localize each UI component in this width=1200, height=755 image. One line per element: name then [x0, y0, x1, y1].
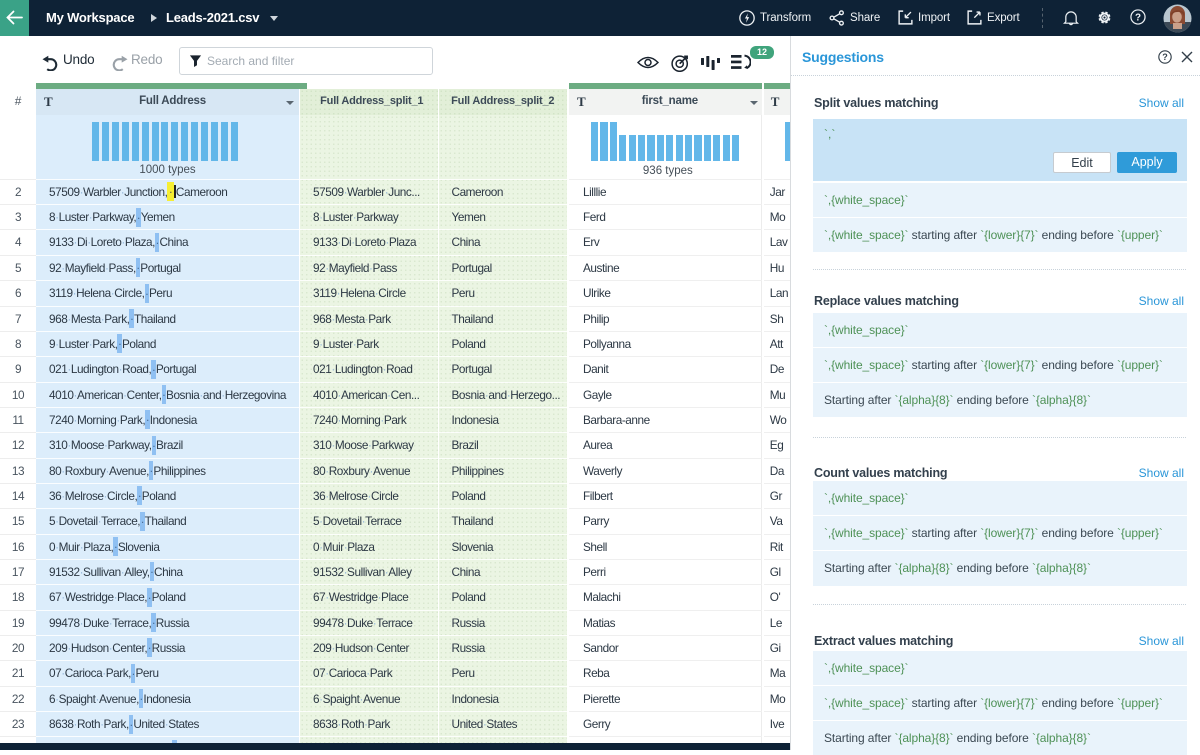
svg-text:?: ? — [1135, 12, 1141, 23]
svg-text:?: ? — [1162, 52, 1168, 62]
